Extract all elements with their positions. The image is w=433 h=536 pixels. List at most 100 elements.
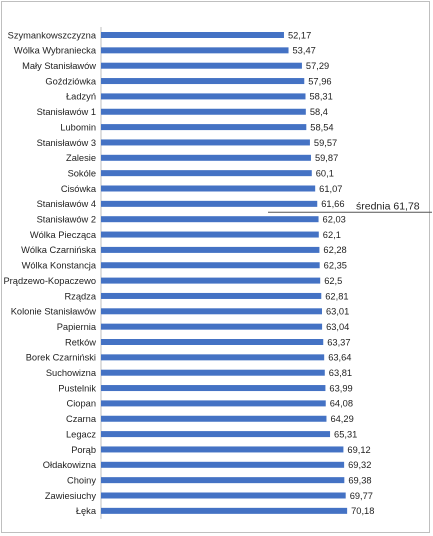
bar [101,446,344,453]
bar [101,185,316,192]
value-label: 63,04 [326,322,349,332]
category-label: Łęka [76,506,97,516]
category-label: Mały Stanisławów [22,61,96,71]
bar [101,277,321,284]
category-label: Szymankowszczyzna [8,30,97,40]
value-label: 57,96 [308,76,331,86]
bar [101,415,327,422]
value-label: 69,38 [348,475,371,485]
category-label: Wólka Konstancja [22,261,97,271]
bar [101,323,323,330]
bar [101,200,318,207]
category-label: Stanisławów 2 [37,215,96,225]
bar [101,216,319,223]
value-label: 62,1 [323,230,341,240]
category-label: Borek Czarniński [26,353,96,363]
value-label: 59,87 [315,153,338,163]
value-label: 70,18 [351,506,374,516]
category-label: Czarna [66,414,97,424]
value-label: 69,77 [350,491,373,501]
value-label: 61,66 [321,199,344,209]
category-label: Zawiesiuchy [45,491,97,501]
value-label: 65,31 [334,429,357,439]
category-label: Wólka Wybraniecka [14,46,97,56]
category-label: Kolonie Stanisławów [11,307,97,317]
value-labels-group: 52,17 53,47 57,29 57,96 58,31 58,4 58,54 59,57 5… [288,30,374,516]
bar [101,461,345,468]
bar [101,62,302,69]
value-label: 58,4 [310,107,328,117]
value-label: 58,31 [310,92,333,102]
value-label: 58,54 [310,122,333,132]
category-label: Choiny [67,475,96,485]
category-label: Zalesie [66,153,96,163]
category-label: Porąb [71,445,96,455]
bar [101,139,310,146]
bar [101,170,312,177]
average-label: średnia 61,78 [356,200,420,212]
category-label: Retków [65,337,96,347]
value-label: 62,28 [323,245,346,255]
value-label: 63,64 [328,353,351,363]
category-label: Legacz [66,429,96,439]
category-label: Sokóle [68,168,96,178]
bar [101,354,325,361]
value-label: 57,29 [306,61,329,71]
bar [101,32,284,38]
value-label: 61,07 [319,184,342,194]
value-label: 69,12 [347,445,370,455]
category-label: Pustelnik [58,383,96,393]
bar [101,339,324,345]
category-label: Rządza [64,291,96,301]
bar [101,492,346,499]
bar [101,385,326,392]
bar [101,93,306,100]
bar [101,507,348,514]
bar [101,369,325,376]
value-label: 64,08 [330,399,353,409]
value-label: 59,57 [314,138,337,148]
bar [101,47,289,54]
value-label: 60,1 [316,168,334,178]
category-label: Stanisławów 1 [37,107,96,117]
bar [101,231,319,238]
value-label: 53,47 [293,46,316,56]
category-label: Wólka Czarnińska [21,245,97,255]
bar [101,154,311,161]
category-label: Ładzyń [66,92,96,102]
bar [101,308,322,315]
category-label: Ołdakowizna [43,460,97,470]
category-label: Cisówka [61,184,97,194]
category-labels-group: Szymankowszczyzna Wólka Wybraniecka Mały S… [3,30,96,516]
category-label: Papiernia [57,322,97,332]
bar [101,431,331,438]
category-label: Stanisławów 4 [37,199,96,209]
bar [101,124,307,131]
value-label: 62,03 [323,215,346,225]
bar [101,246,320,253]
category-label: Suchowizna [46,368,97,378]
bar [101,400,326,407]
value-label: 62,81 [325,291,348,301]
category-label: Stanisławów 3 [37,138,96,148]
value-label: 63,81 [329,368,352,378]
category-label: Prądzewo-Kopaczewo [3,276,96,286]
value-label: 63,01 [326,307,349,317]
value-label: 69,32 [348,460,371,470]
bar [101,108,306,115]
bar [101,262,320,269]
value-label: 63,37 [327,337,350,347]
value-label: 62,5 [324,276,342,286]
category-label: Lubomin [60,122,96,132]
bar [101,477,345,484]
category-label: Wólka Piecząca [30,230,97,240]
category-label: Goździówka [45,76,96,86]
value-label: 63,99 [329,383,352,393]
bar [101,292,322,299]
value-label: 62,35 [324,261,347,271]
category-label: Ciopan [67,399,96,409]
bar [101,78,305,85]
bars-group [101,32,348,514]
